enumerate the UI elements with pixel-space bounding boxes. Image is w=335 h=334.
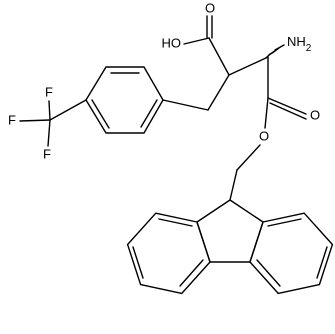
atom-labels: HO O NH2 O O F F F (8, 0, 320, 161)
bonds (19, 15, 334, 295)
ring (249, 212, 334, 295)
atom-label: O (205, 0, 215, 15)
atom-label: O (259, 128, 269, 143)
atom-label: NH2 (287, 34, 312, 53)
bond (132, 246, 144, 279)
atom-label: NH (287, 34, 306, 49)
wedge-hash (274, 44, 285, 51)
bond (183, 37, 210, 45)
bond (228, 56, 269, 76)
bond (267, 97, 307, 115)
bond (49, 99, 87, 121)
bond (91, 99, 110, 129)
ring (126, 212, 211, 295)
bond (256, 259, 281, 287)
ring (85, 66, 164, 134)
atom-label: F (43, 146, 51, 161)
bond (48, 100, 51, 121)
bond (229, 169, 238, 201)
bond (179, 259, 204, 287)
atom-label: HO (162, 35, 182, 50)
atom-label: F (45, 84, 53, 99)
bond (269, 102, 307, 120)
bond (207, 74, 230, 111)
bond (236, 144, 261, 171)
atom-subscript: 2 (306, 43, 312, 54)
bond (267, 218, 302, 227)
bond (158, 218, 193, 227)
bond (140, 99, 158, 128)
bond (19, 119, 51, 122)
bond (162, 99, 209, 111)
bond (47, 119, 51, 147)
bond (316, 246, 328, 279)
bond (208, 37, 230, 76)
bond (264, 97, 269, 129)
atom-label: O (310, 107, 320, 122)
atom-label: F (8, 112, 16, 127)
ring (196, 199, 264, 263)
